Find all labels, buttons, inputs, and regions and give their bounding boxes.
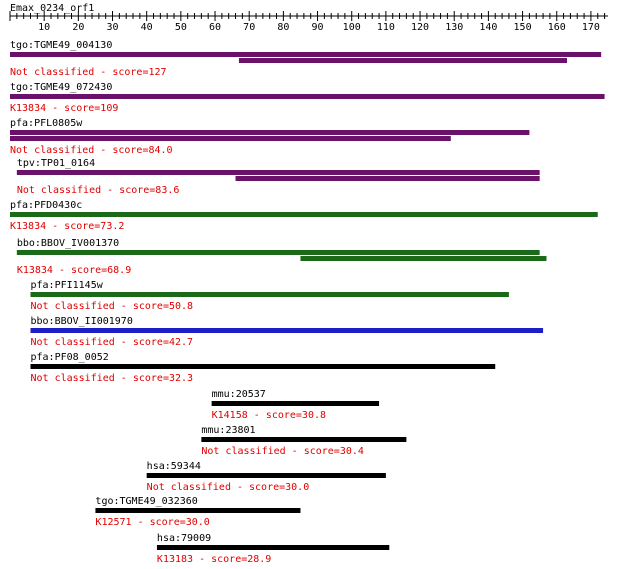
hit-row[interactable]: mmu:23801 Not classified - score=30.4 <box>201 425 407 457</box>
hit-row[interactable]: pfa:PFL0805w Not classified - score=84.0 <box>10 118 530 156</box>
hit-score-label: K13834 - score=109 <box>10 103 118 114</box>
hit-score-label: Not classified - score=127 <box>10 67 167 78</box>
hit-name-link[interactable]: tgo:TGME49_032360 <box>95 496 197 507</box>
ruler-tick-label: 150 <box>514 22 532 33</box>
hit-name-link[interactable]: pfa:PF08_0052 <box>31 352 109 363</box>
hit-row[interactable]: bbo:BBOV_IV001370 K13834 - score=68.9 <box>16 238 547 276</box>
ruler-tick-label: 40 <box>141 22 153 33</box>
hit-score-label: Not classified - score=32.3 <box>31 373 194 384</box>
ruler-tick-label: 50 <box>175 22 187 33</box>
alignment-segment-bar[interactable] <box>95 508 301 513</box>
hit-row[interactable]: bbo:BBOV_II001970 Not classified - score=… <box>30 316 544 348</box>
alignment-segment-bar[interactable] <box>235 176 540 181</box>
alignment-segment-bar[interactable] <box>146 473 386 478</box>
hit-row[interactable]: mmu:20537 K14158 - score=30.8 <box>211 389 380 421</box>
hit-name-link[interactable]: tgo:TGME49_072430 <box>10 82 112 93</box>
alignment-segment-bar[interactable] <box>16 170 540 175</box>
ruler-tick-label: 130 <box>445 22 463 33</box>
ruler-tick-label: 110 <box>377 22 395 33</box>
hit-name-link[interactable]: hsa:59344 <box>147 461 201 472</box>
alignment-segment-bar[interactable] <box>10 212 598 217</box>
hit-name-link[interactable]: hsa:79009 <box>157 533 211 544</box>
hit-row[interactable]: pfa:PF08_0052 Not classified - score=32.3 <box>30 352 496 384</box>
hit-score-label: Not classified - score=84.0 <box>10 145 173 156</box>
hit-name-link[interactable]: pfa:PFL0805w <box>10 118 83 129</box>
hit-score-label: Not classified - score=30.4 <box>201 446 364 457</box>
hit-name-link[interactable]: pfa:PFI1145w <box>31 280 104 291</box>
hit-name-link[interactable]: tgo:TGME49_004130 <box>10 40 112 51</box>
alignment-segment-bar[interactable] <box>10 136 451 141</box>
ruler-tick-label: 80 <box>277 22 289 33</box>
alignment-segment-bar[interactable] <box>30 328 544 333</box>
hit-score-label: Not classified - score=30.0 <box>147 482 310 493</box>
ruler-tick-label: 100 <box>343 22 361 33</box>
ruler-tick-label: 30 <box>106 22 118 33</box>
hit-name-link[interactable]: bbo:BBOV_IV001370 <box>17 238 119 249</box>
ruler-tick-label: 170 <box>582 22 600 33</box>
hit-score-label: K13834 - score=68.9 <box>17 265 131 276</box>
position-ruler: 10 20 30 40 50 60 70 80 90 100 110 120 130 140 150 160 1… <box>9 11 608 33</box>
alignment-segment-bar[interactable] <box>30 364 496 369</box>
hit-name-link[interactable]: mmu:20537 <box>212 389 266 400</box>
alignment-segment-bar[interactable] <box>16 250 540 255</box>
alignment-segment-bar[interactable] <box>211 401 380 406</box>
ruler-tick-label: 90 <box>312 22 324 33</box>
hit-score-label: Not classified - score=50.8 <box>31 301 194 312</box>
hit-score-label: K14158 - score=30.8 <box>212 410 326 421</box>
alignment-segment-bar[interactable] <box>156 545 390 550</box>
ruler-tick-label: 60 <box>209 22 221 33</box>
hit-name-link[interactable]: mmu:23801 <box>201 425 255 436</box>
hit-row[interactable]: hsa:79009 K13183 - score=28.9 <box>156 533 390 565</box>
alignment-segment-bar[interactable] <box>30 292 509 297</box>
hit-row[interactable]: tgo:TGME49_032360 K12571 - score=30.0 <box>95 496 301 528</box>
hit-row[interactable]: tgo:TGME49_004130 Not classified - score=… <box>10 40 602 78</box>
hit-list: tgo:TGME49_004130 Not classified - score=… <box>10 40 605 565</box>
hit-row[interactable]: tpv:TP01_0164 Not classified - score=83.6 <box>16 158 540 196</box>
hit-score-label: Not classified - score=83.6 <box>17 185 180 196</box>
hit-row[interactable]: pfa:PFD0430c K13834 - score=73.2 <box>10 200 598 232</box>
hit-score-label: K13183 - score=28.9 <box>157 554 271 565</box>
alignment-segment-bar[interactable] <box>238 58 567 63</box>
hit-name-link[interactable]: tpv:TP01_0164 <box>17 158 95 169</box>
ruler-tick-label: 20 <box>72 22 84 33</box>
ruler-tick-label: 160 <box>548 22 566 33</box>
ruler-tick-label: 10 <box>38 22 50 33</box>
ruler-tick-label: 70 <box>243 22 255 33</box>
hit-row[interactable]: tgo:TGME49_072430 K13834 - score=109 <box>10 82 605 114</box>
query-title: Emax_0234_orf1 <box>10 3 94 14</box>
hit-score-label: Not classified - score=42.7 <box>31 337 194 348</box>
alignment-segment-bar[interactable] <box>300 256 547 261</box>
hit-row[interactable]: pfa:PFI1145w Not classified - score=50.8 <box>30 280 509 312</box>
hit-name-link[interactable]: bbo:BBOV_II001970 <box>31 316 133 327</box>
alignment-segment-bar[interactable] <box>10 52 602 57</box>
ruler-tick-label: 120 <box>411 22 429 33</box>
alignment-segment-bar[interactable] <box>10 130 530 135</box>
hit-name-link[interactable]: pfa:PFD0430c <box>10 200 82 211</box>
hit-score-label: K12571 - score=30.0 <box>95 517 209 528</box>
alignment-segment-bar[interactable] <box>201 437 407 442</box>
hit-score-label: K13834 - score=73.2 <box>10 221 124 232</box>
hit-row[interactable]: hsa:59344 Not classified - score=30.0 <box>146 461 386 493</box>
alignment-segment-bar[interactable] <box>10 94 605 99</box>
ruler-tick-label: 140 <box>479 22 497 33</box>
